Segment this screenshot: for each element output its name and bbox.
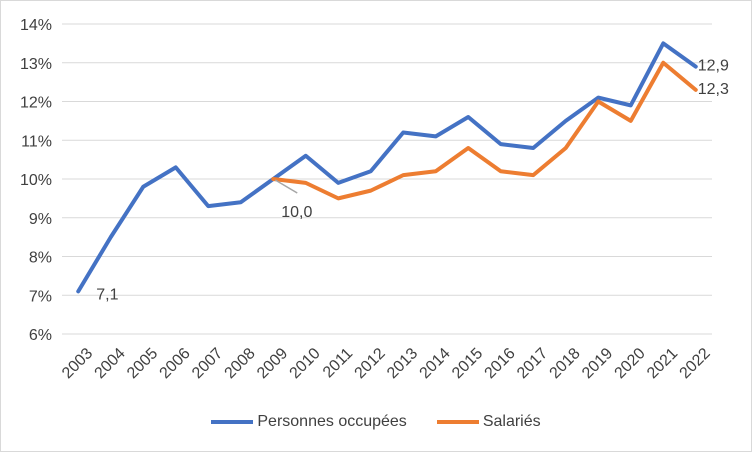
series-lines bbox=[76, 41, 698, 294]
y-axis: 6% 7% 8% 9% 10% 11% 12% 13% 14% bbox=[20, 17, 52, 344]
x-axis: 2003200420052006200720082009201020112012… bbox=[59, 345, 714, 382]
y-tick-label: 9% bbox=[29, 211, 52, 228]
y-tick-label: 12% bbox=[20, 95, 52, 112]
y-tick-label: 11% bbox=[21, 133, 52, 150]
x-tick-label: 2010 bbox=[287, 345, 324, 382]
x-tick-label: 2012 bbox=[352, 345, 389, 382]
y-tick-label: 8% bbox=[29, 250, 52, 267]
x-tick-label: 2006 bbox=[157, 345, 194, 382]
legend-item-personnes-occupees: Personnes occupées bbox=[211, 413, 407, 431]
x-tick-label: 2007 bbox=[189, 345, 226, 382]
x-tick-label: 2015 bbox=[449, 345, 486, 382]
x-tick-label: 2017 bbox=[514, 345, 551, 382]
legend-label-salaries: Salariés bbox=[482, 413, 541, 430]
gridlines bbox=[62, 23, 712, 335]
legend-swatch-salaries bbox=[436, 420, 479, 424]
data-label: 10,0 bbox=[281, 204, 312, 221]
legend-label-personnes-occupees: Personnes occupées bbox=[257, 413, 407, 430]
x-tick-label: 2022 bbox=[677, 345, 714, 382]
y-tick-label: 14% bbox=[20, 17, 52, 34]
x-tick-label: 2019 bbox=[579, 345, 616, 382]
y-tick-label: 6% bbox=[29, 327, 52, 344]
leader-line bbox=[274, 179, 298, 194]
x-tick-label: 2013 bbox=[384, 345, 421, 382]
series-line-personnes-occupees bbox=[76, 41, 698, 294]
x-tick-label: 2020 bbox=[612, 345, 649, 382]
x-tick-label: 2021 bbox=[644, 345, 681, 382]
x-tick-label: 2009 bbox=[254, 345, 291, 382]
legend: Personnes occupées Salariés bbox=[0, 410, 752, 434]
y-tick-label: 7% bbox=[29, 288, 52, 305]
x-tick-label: 2016 bbox=[482, 345, 519, 382]
legend-item-salaries: Salariés bbox=[436, 413, 541, 431]
x-tick-label: 2005 bbox=[124, 345, 161, 382]
x-tick-label: 2011 bbox=[320, 345, 356, 381]
x-tick-label: 2004 bbox=[92, 345, 129, 382]
series-line-salaries bbox=[271, 60, 698, 201]
x-tick-label: 2008 bbox=[222, 345, 259, 382]
x-tick-label: 2003 bbox=[59, 345, 96, 382]
x-tick-label: 2018 bbox=[547, 345, 584, 382]
data-label: 12,9 bbox=[698, 58, 729, 75]
y-tick-label: 10% bbox=[20, 172, 52, 189]
x-tick-label: 2014 bbox=[417, 345, 454, 382]
data-label: 12,3 bbox=[698, 81, 729, 98]
data-label: 7,1 bbox=[96, 286, 118, 303]
y-tick-label: 13% bbox=[20, 56, 52, 73]
data-labels: 7,1 10,0 12,9 12,3 bbox=[96, 58, 729, 304]
legend-swatch-personnes-occupees bbox=[211, 420, 254, 424]
